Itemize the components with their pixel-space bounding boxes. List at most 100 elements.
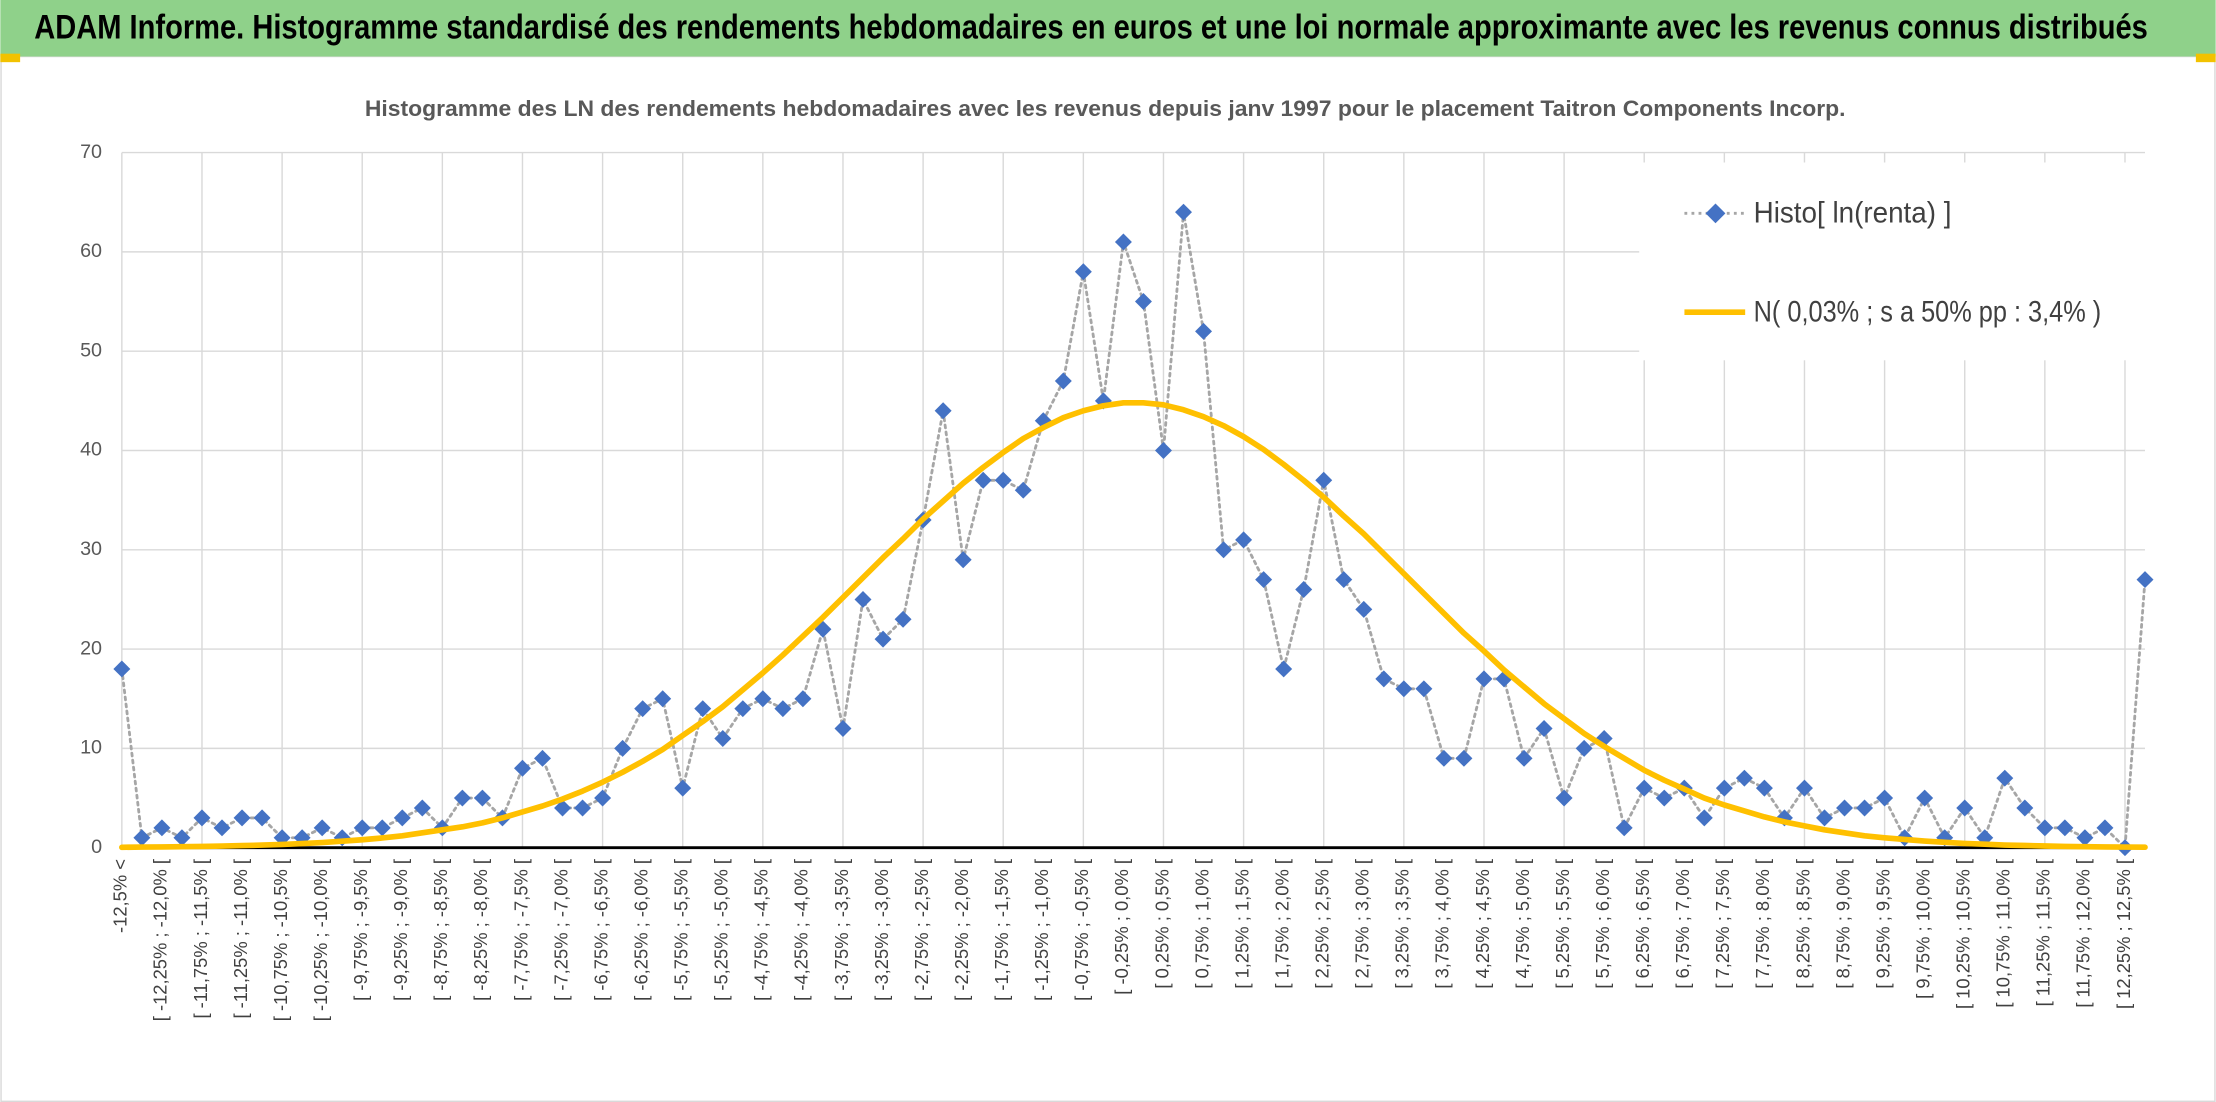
marker <box>1916 789 1934 807</box>
marker <box>1375 670 1393 688</box>
marker <box>874 630 892 648</box>
marker <box>473 789 491 807</box>
marker <box>453 789 471 807</box>
x-tick-label: [ -0,75% ; -0,5% [ <box>1071 859 1092 1001</box>
marker <box>373 819 391 837</box>
marker <box>994 471 1012 489</box>
marker <box>513 759 531 777</box>
marker <box>734 700 752 718</box>
plot-area <box>113 203 2154 857</box>
chart-title: Histogramme des LN des rendements hebdom… <box>365 96 1846 121</box>
x-tick-label: -12,5% < <box>110 859 131 933</box>
marker <box>1836 799 1854 817</box>
x-tick-label: [ -11,25% ; -11,0% [ <box>230 859 251 1019</box>
x-tick-label: [ 8,25% ; 8,5% [ <box>1792 859 1813 989</box>
x-tick-label: [ 2,25% ; 2,5% [ <box>1312 859 1333 989</box>
x-tick-label: [ -3,25% ; -3,0% [ <box>871 859 892 1001</box>
marker <box>1655 789 1673 807</box>
marker <box>1175 203 1192 221</box>
x-tick-label: [ 7,75% ; 8,0% [ <box>1752 859 1773 989</box>
marker <box>213 819 231 837</box>
x-tick-label: [ -6,75% ; -6,5% [ <box>590 859 611 1001</box>
marker <box>634 700 652 718</box>
marker <box>1155 442 1172 459</box>
marker <box>313 819 331 837</box>
x-tick-label: [ -2,75% ; -2,5% [ <box>911 859 932 1001</box>
marker <box>1515 749 1533 767</box>
x-tick-label: [ -4,75% ; -4,5% [ <box>751 859 772 1001</box>
marker <box>1235 531 1253 549</box>
marker <box>554 799 572 817</box>
x-tick-label: [ -3,75% ; -3,5% [ <box>831 859 852 1001</box>
x-tick-label: [ 1,75% ; 2,0% [ <box>1272 859 1293 989</box>
header-title: ADAM Informe. Histogramme standardisé de… <box>34 9 2148 47</box>
marker <box>1816 809 1833 827</box>
legend-label: N( 0,03% ; s a 50% pp : 3,4% ) <box>1754 295 2102 328</box>
marker <box>1996 769 2014 787</box>
marker <box>534 749 551 767</box>
y-tick-label: 70 <box>80 141 102 163</box>
x-tick-label: [ -10,25% ; -10,0% [ <box>310 859 331 1021</box>
marker <box>2136 571 2154 589</box>
y-tick-label: 60 <box>80 240 102 262</box>
marker <box>774 700 792 718</box>
x-tick-label: [ 9,25% ; 9,5% [ <box>1872 859 1893 989</box>
marker <box>1295 581 1313 598</box>
marker <box>614 739 632 757</box>
x-tick-label: [ -0,25% ; 0,0% [ <box>1111 859 1132 995</box>
marker <box>1695 809 1713 827</box>
legend: Histo[ ln(renta) ] N( 0,03% ; s a 50% pp … <box>1639 162 2146 361</box>
marker <box>2056 819 2074 837</box>
marker <box>1635 779 1653 797</box>
x-tick-label: [ 7,25% ; 7,5% [ <box>1712 859 1733 989</box>
x-tick-label: [ -8,25% ; -8,0% [ <box>470 859 491 1001</box>
marker <box>754 690 772 708</box>
x-tick-label: [ 6,75% ; 7,0% [ <box>1672 859 1693 989</box>
x-tick-label: [ -11,75% ; -11,5% [ <box>190 859 211 1019</box>
legend-label: Histo[ ln(renta) ] <box>1754 197 1952 230</box>
x-tick-label: [ -6,25% ; -6,0% [ <box>631 859 652 1001</box>
marker <box>413 799 431 817</box>
x-tick-label: [ -10,75% ; -10,5% [ <box>270 859 291 1021</box>
y-tick-label: 40 <box>80 439 102 461</box>
marker <box>1315 471 1333 489</box>
x-tick-label: [ -1,75% ; -1,5% [ <box>991 859 1012 1001</box>
marker <box>1335 571 1353 589</box>
x-tick-label: [ 0,75% ; 1,0% [ <box>1191 859 1212 989</box>
legend-box <box>1639 162 2146 361</box>
x-tick-label: [ -9,25% ; -9,0% [ <box>390 859 411 1001</box>
marker <box>153 819 171 837</box>
marker <box>393 809 411 827</box>
marker <box>1355 600 1373 618</box>
x-tick-label: [ 11,75% ; 12,0% [ <box>2073 859 2094 1008</box>
x-tick-label: [ 10,25% ; 10,5% [ <box>1953 859 1974 1009</box>
marker <box>1034 412 1052 430</box>
marker <box>1114 233 1132 251</box>
header-corner <box>0 53 21 63</box>
marker <box>794 690 812 708</box>
y-tick-label: 50 <box>80 339 102 361</box>
header-bar <box>0 0 2216 57</box>
x-tick-label: [ 5,25% ; 5,5% [ <box>1552 859 1573 989</box>
marker <box>694 700 712 718</box>
marker <box>934 402 952 420</box>
x-tick-label: [ -9,75% ; -9,5% [ <box>350 859 371 1001</box>
marker <box>954 551 972 569</box>
marker <box>654 690 672 708</box>
marker <box>1455 749 1473 767</box>
marker <box>714 729 732 747</box>
x-tick-label: [ 5,75% ; 6,0% [ <box>1592 859 1613 989</box>
x-tick-label: [ 8,75% ; 9,0% [ <box>1832 859 1853 989</box>
y-tick-label: 10 <box>80 737 102 759</box>
marker <box>1796 779 1813 797</box>
marker <box>574 799 592 817</box>
marker <box>834 720 852 738</box>
x-tick-label: [ -7,25% ; -7,0% [ <box>550 859 571 1001</box>
marker <box>1555 789 1573 807</box>
y-tick-label: 0 <box>91 836 102 858</box>
marker <box>854 590 872 608</box>
y-tick-label: 20 <box>80 637 102 659</box>
x-tick-label: [ -4,25% ; -4,0% [ <box>791 859 812 1001</box>
marker <box>1755 779 1773 797</box>
